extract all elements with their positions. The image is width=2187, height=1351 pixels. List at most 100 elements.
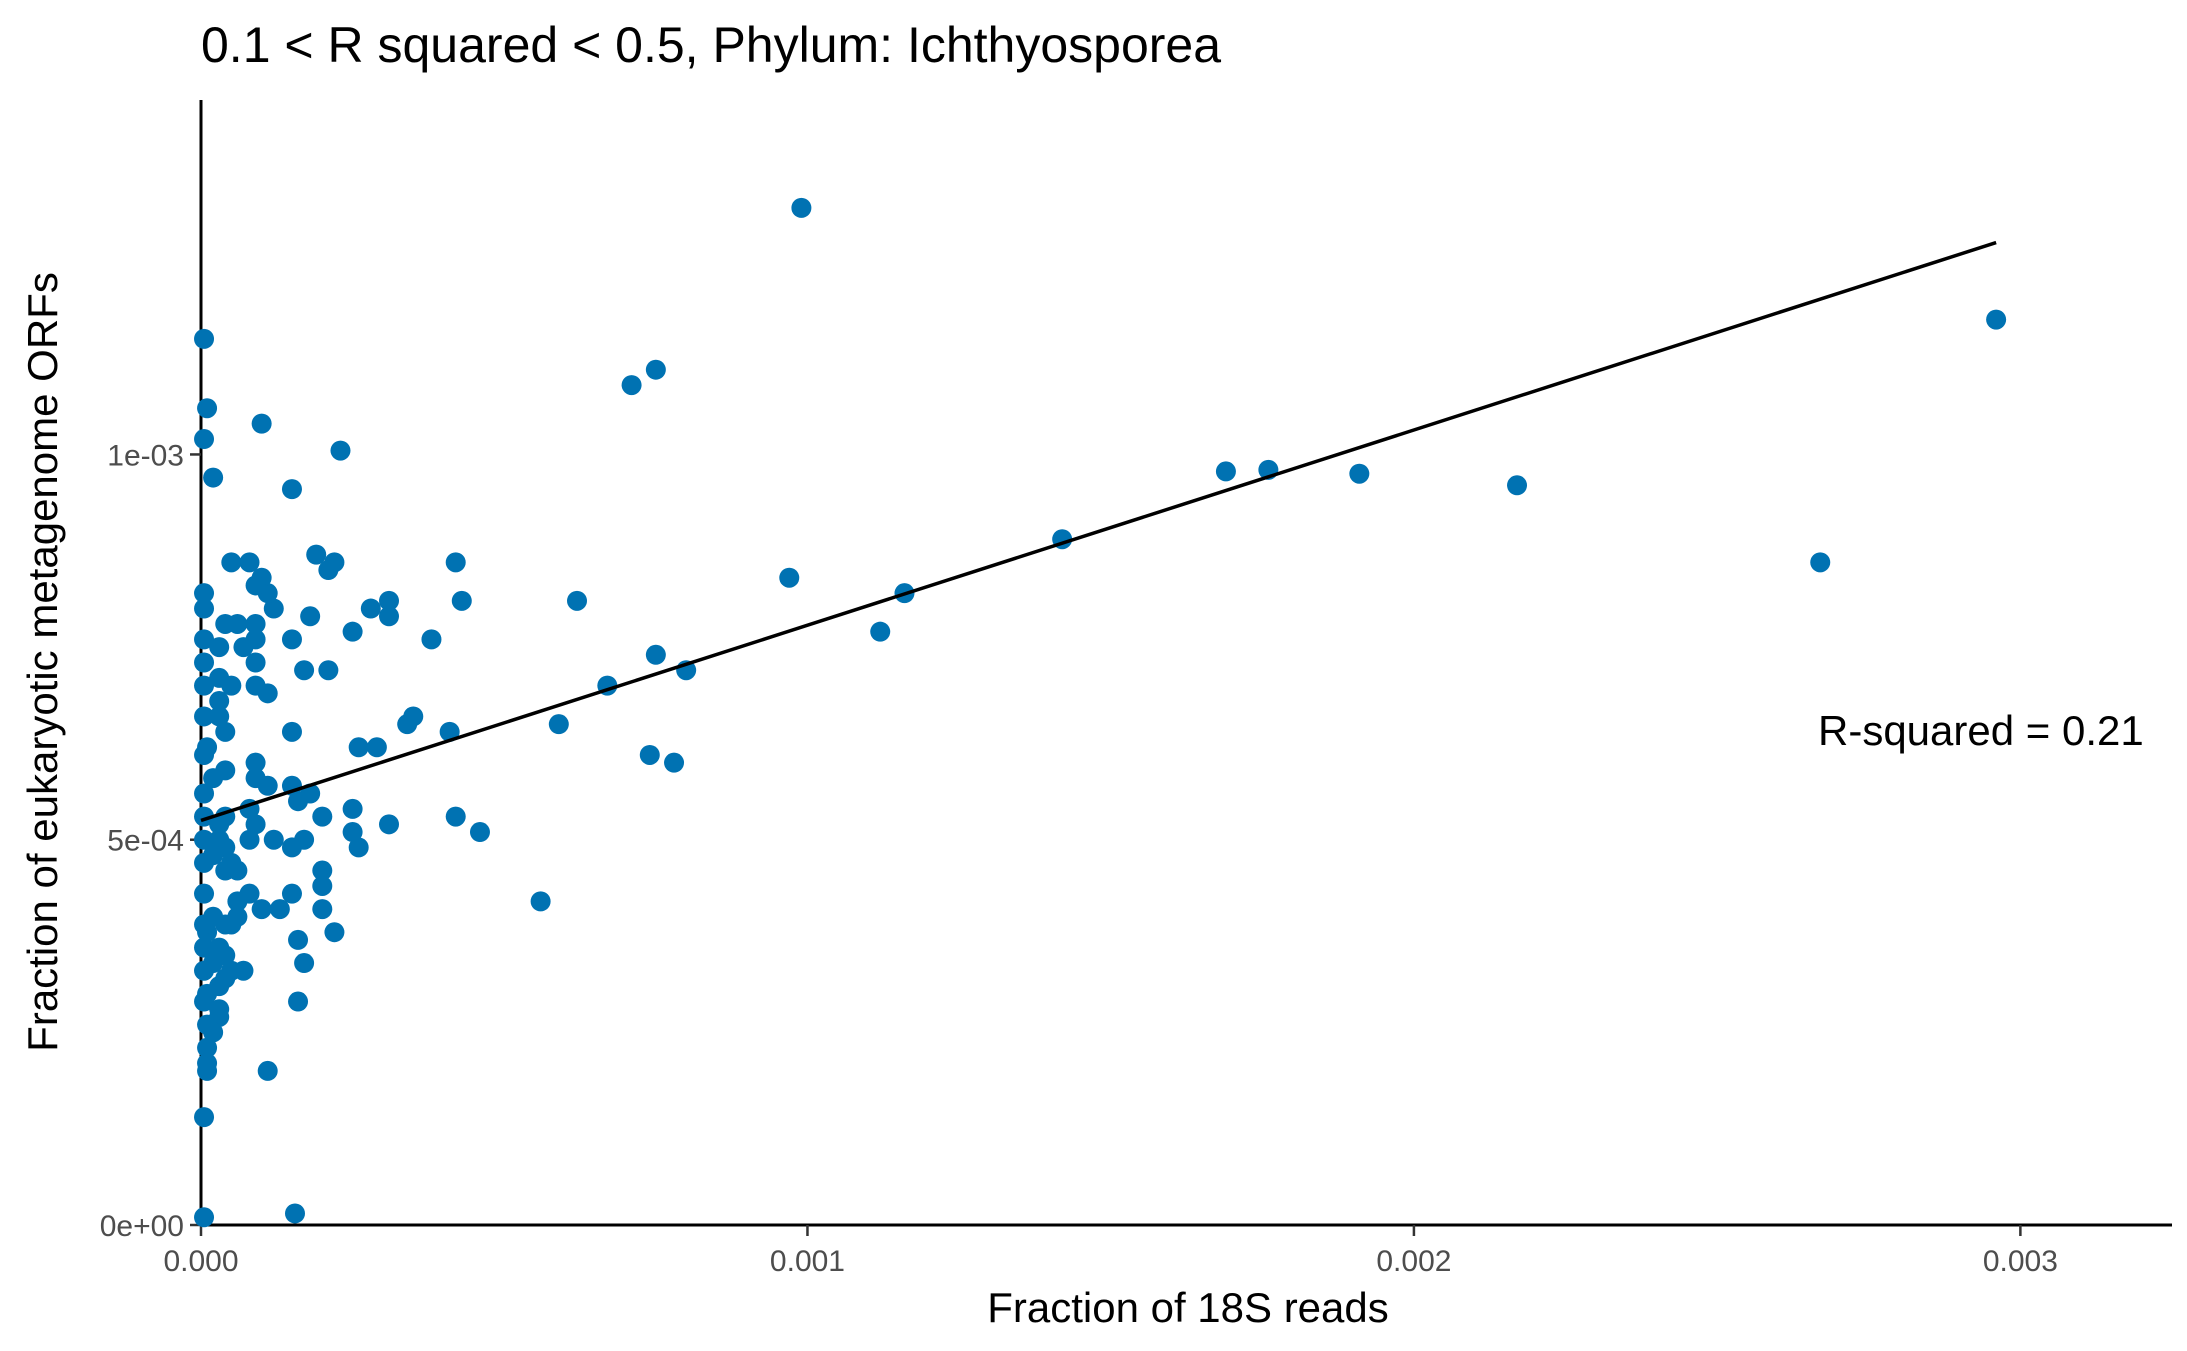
data-point <box>194 328 215 349</box>
data-point <box>1349 463 1370 484</box>
data-point <box>312 806 333 827</box>
y-tick-label: 5e-04 <box>107 825 184 858</box>
data-point <box>288 791 309 812</box>
data-point <box>194 652 215 673</box>
data-point <box>194 806 215 827</box>
data-point <box>194 937 215 958</box>
data-point <box>194 583 215 604</box>
data-point <box>621 375 642 396</box>
x-tick-label: 0.001 <box>770 1245 845 1278</box>
data-point <box>360 598 381 619</box>
data-point <box>263 829 284 850</box>
data-point <box>1810 552 1831 573</box>
data-point <box>281 837 302 858</box>
data-point <box>221 552 242 573</box>
data-point <box>451 590 472 611</box>
data-point <box>1215 461 1236 482</box>
data-point <box>348 737 369 758</box>
data-point <box>281 883 302 904</box>
data-point <box>1507 475 1528 496</box>
data-point <box>567 590 588 611</box>
data-point <box>245 752 266 773</box>
data-point <box>645 644 666 665</box>
data-point <box>194 852 215 873</box>
data-point <box>194 629 215 650</box>
data-point <box>469 822 490 843</box>
data-point <box>288 929 309 950</box>
data-point <box>445 806 466 827</box>
data-point <box>348 837 369 858</box>
data-point <box>257 1060 278 1081</box>
data-point <box>312 899 333 920</box>
data-point <box>215 613 236 634</box>
data-point <box>439 721 460 742</box>
data-point <box>445 552 466 573</box>
y-axis-ticks: 0e+00 5e-04 1e-03 <box>100 439 201 1243</box>
data-point <box>203 1022 224 1043</box>
x-tick-label: 0.003 <box>1983 1245 2058 1278</box>
data-point <box>203 768 224 789</box>
data-point <box>312 875 333 896</box>
y-axis-title: Fraction of eukaryotic metagenome ORFs <box>19 272 66 1052</box>
data-point <box>1986 309 2007 330</box>
data-point <box>194 1207 215 1228</box>
data-point <box>664 752 685 773</box>
regression-line <box>200 240 1997 823</box>
data-point <box>548 714 569 735</box>
x-axis-ticks: 0.000 0.001 0.002 0.003 <box>163 1225 2058 1278</box>
data-point <box>330 440 351 461</box>
data-point <box>645 359 666 380</box>
data-point <box>306 544 327 565</box>
data-point <box>197 1037 218 1058</box>
data-point <box>312 860 333 881</box>
data-point <box>227 860 248 881</box>
data-point <box>194 706 215 727</box>
data-point <box>209 667 230 688</box>
data-point <box>379 606 400 627</box>
data-point <box>791 197 812 218</box>
data-point <box>197 398 218 419</box>
data-point <box>194 960 215 981</box>
data-point <box>251 899 272 920</box>
data-point <box>194 1107 215 1128</box>
data-point <box>281 479 302 500</box>
x-tick-label: 0.002 <box>1376 1245 1451 1278</box>
data-point <box>318 560 339 581</box>
data-point <box>245 613 266 634</box>
data-point <box>194 429 215 450</box>
data-point <box>779 567 800 588</box>
data-point <box>194 675 215 696</box>
data-point <box>194 914 215 935</box>
data-point <box>324 922 345 943</box>
data-point <box>239 552 260 573</box>
data-point <box>342 822 363 843</box>
data-point <box>209 706 230 727</box>
data-point <box>342 621 363 642</box>
data-point <box>194 883 215 904</box>
data-point <box>194 991 215 1012</box>
data-points <box>194 197 2007 1228</box>
data-point <box>300 606 321 627</box>
data-point <box>639 744 660 765</box>
data-point <box>215 721 236 742</box>
data-point <box>403 706 424 727</box>
data-point <box>203 467 224 488</box>
data-point <box>227 891 248 912</box>
r-squared-annotation: R-squared = 0.21 <box>1818 707 2144 754</box>
data-point <box>421 629 442 650</box>
x-axis-title: Fraction of 18S reads <box>987 1284 1389 1331</box>
data-point <box>285 1203 306 1224</box>
data-point <box>318 660 339 681</box>
data-point <box>288 991 309 1012</box>
data-point <box>245 814 266 835</box>
data-point <box>233 637 254 658</box>
x-tick-label: 0.000 <box>163 1245 238 1278</box>
data-point <box>194 744 215 765</box>
data-point <box>366 737 387 758</box>
data-point <box>294 953 315 974</box>
data-point <box>209 691 230 712</box>
data-point <box>209 814 230 835</box>
data-point <box>245 575 266 596</box>
data-point <box>239 829 260 850</box>
